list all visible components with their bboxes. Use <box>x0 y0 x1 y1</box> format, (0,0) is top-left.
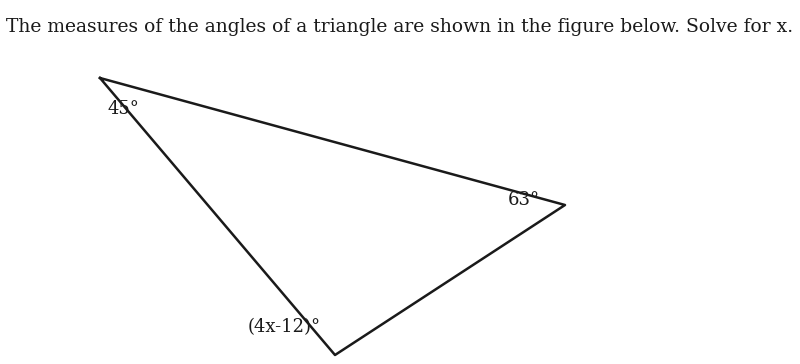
Text: 45°: 45° <box>108 100 140 118</box>
Text: The measures of the angles of a triangle are shown in the figure below. Solve fo: The measures of the angles of a triangle… <box>6 18 794 36</box>
Text: 63°: 63° <box>508 191 540 209</box>
Text: (4x-12)°: (4x-12)° <box>248 318 321 336</box>
